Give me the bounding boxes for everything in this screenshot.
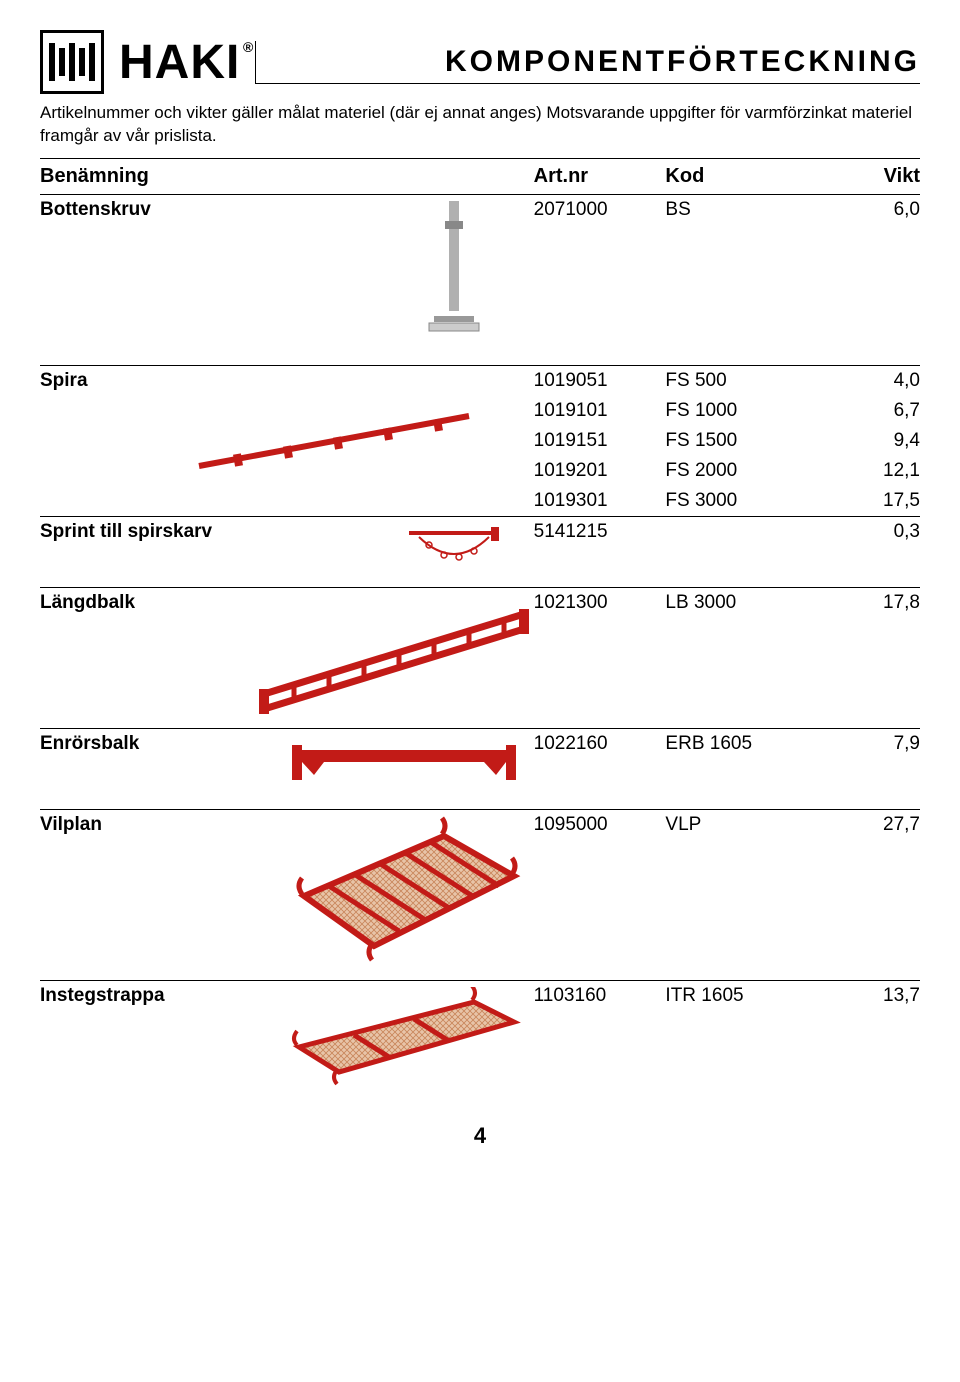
vilplan-art: 1095000 [534, 809, 666, 972]
sprint-art: 5141215 [534, 516, 666, 579]
sprint-image [374, 516, 534, 579]
row-langdbalk: Längdbalk 1021300 LB 3000 17,8 [40, 587, 920, 720]
col-vikt-header: Vikt [797, 158, 920, 194]
row-vilplan: Vilplan [40, 809, 920, 972]
brand-name: HAKI® [119, 35, 240, 90]
page-title: KOMPONENTFÖRTECKNING [255, 41, 920, 84]
bottenskruv-image [374, 194, 534, 357]
row-instegstrappa: Instegstrappa 1103160 ITR 1605 13,7 [40, 980, 920, 1093]
bottenskruv-kod: BS [665, 194, 797, 357]
langdbalk-vikt: 17,8 [797, 587, 920, 720]
spira-image [374, 365, 534, 516]
instegstrappa-image [374, 980, 534, 1093]
page-header: HAKI® KOMPONENTFÖRTECKNING [40, 30, 920, 94]
bottenskruv-name: Bottenskruv [40, 194, 374, 357]
row-bottenskruv: Bottenskruv 2071000 BS 6,0 [40, 194, 920, 357]
enrorsbalk-art: 1022160 [534, 728, 666, 801]
enrorsbalk-vikt: 7,9 [797, 728, 920, 801]
vilplan-vikt: 27,7 [797, 809, 920, 972]
col-name-header: Benämning [40, 158, 534, 194]
row-enrorsbalk: Enrörsbalk 1022160 ERB 1605 7,9 [40, 728, 920, 801]
col-kod-header: Kod [665, 158, 797, 194]
bottenskruv-art: 2071000 [534, 194, 666, 357]
vilplan-image [374, 809, 534, 972]
table-header-row: Benämning Art.nr Kod Vikt [40, 158, 920, 194]
intro-text: Artikelnummer och vikter gäller målat ma… [40, 102, 920, 148]
sprint-vikt: 0,3 [797, 516, 920, 579]
instegstrappa-kod: ITR 1605 [665, 980, 797, 1093]
enrorsbalk-image [374, 728, 534, 801]
row-sprint: Sprint till spirskarv 5141215 0,3 [40, 516, 920, 579]
instegstrappa-vikt: 13,7 [797, 980, 920, 1093]
page-number: 4 [40, 1123, 920, 1149]
row-spira: Spira 1019051 FS 500 4,0 [40, 365, 920, 396]
sprint-name: Sprint till spirskarv [40, 516, 374, 579]
langdbalk-art: 1021300 [534, 587, 666, 720]
enrorsbalk-kod: ERB 1605 [665, 728, 797, 801]
langdbalk-kod: LB 3000 [665, 587, 797, 720]
component-table: Benämning Art.nr Kod Vikt Bottenskruv 20… [40, 158, 920, 1093]
logo-icon [40, 30, 104, 94]
sprint-kod [665, 516, 797, 579]
col-art-header: Art.nr [534, 158, 666, 194]
vilplan-kod: VLP [665, 809, 797, 972]
bottenskruv-vikt: 6,0 [797, 194, 920, 357]
langdbalk-image [374, 587, 534, 720]
instegstrappa-art: 1103160 [534, 980, 666, 1093]
